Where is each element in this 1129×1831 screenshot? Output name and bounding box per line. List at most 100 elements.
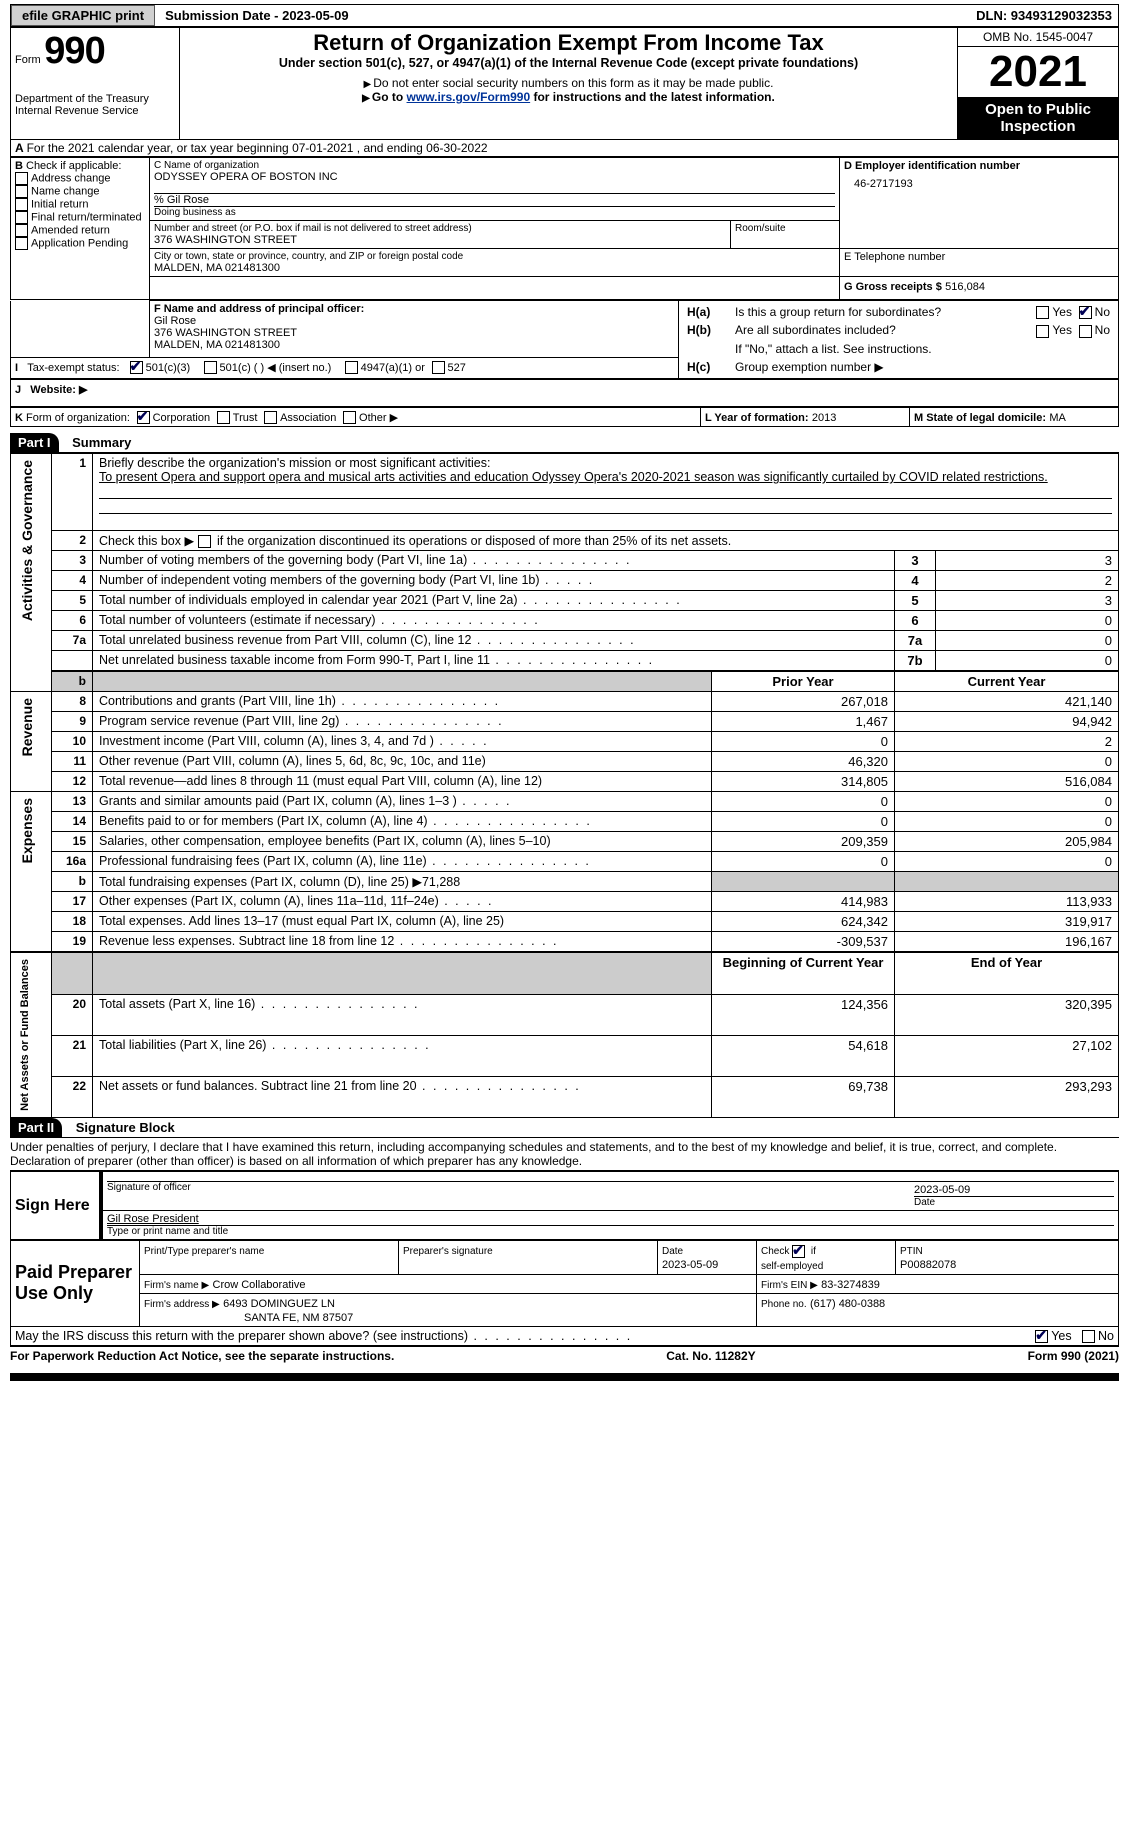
prep-date: 2023-05-09 (662, 1259, 718, 1271)
4947-checkbox[interactable] (345, 361, 358, 374)
top-bar: efile GRAPHIC print Submission Date - 20… (10, 4, 1119, 27)
q2-text: Check this box ▶ if the organization dis… (99, 534, 731, 548)
row7a-val: 0 (936, 631, 1119, 651)
org-name: ODYSSEY OPERA OF BOSTON INC (154, 171, 835, 183)
footer-mid: Cat. No. 11282Y (666, 1349, 755, 1363)
m-state-value: MA (1049, 412, 1066, 424)
section-fh-table: F Name and address of principal officer:… (10, 300, 1119, 379)
firm-ein: 83-3274839 (821, 1279, 880, 1291)
row6-val: 0 (936, 611, 1119, 631)
paid-preparer-label: Paid Preparer Use Only (15, 1262, 132, 1303)
discuss-yes-checkbox[interactable] (1035, 1330, 1048, 1343)
hb-no-checkbox[interactable] (1079, 325, 1092, 338)
firm-name: Crow Collaborative (213, 1279, 306, 1291)
sig-officer-label: Signature of officer (107, 1182, 191, 1208)
association-checkbox[interactable] (264, 411, 277, 424)
row3-val: 3 (936, 551, 1119, 571)
dept-label: Department of the Treasury Internal Reve… (15, 93, 175, 117)
efile-graphic-button[interactable]: efile GRAPHIC print (11, 5, 155, 26)
street-label: Number and street (or P.O. box if mail i… (154, 223, 726, 234)
sidelabel-revenue: Revenue (17, 694, 37, 760)
part1-header: Part I (10, 433, 59, 452)
page-title: Return of Organization Exempt From Incom… (184, 30, 953, 56)
officer-name: Gil Rose (154, 315, 674, 327)
f-officer-label: F Name and address of principal officer: (154, 303, 364, 315)
goto-suffix: for instructions and the latest informat… (530, 90, 775, 104)
q1-label: Briefly describe the organization's miss… (99, 456, 490, 470)
submission-date: Submission Date - 2023-05-09 (159, 6, 966, 25)
q2-checkbox[interactable] (198, 535, 211, 548)
page-footer: For Paperwork Reduction Act Notice, see … (10, 1346, 1119, 1363)
initial-return-checkbox[interactable] (15, 198, 28, 211)
ptin-label: PTIN (900, 1246, 923, 1257)
phone-label: Phone no. (761, 1299, 807, 1310)
tax-year: 2021 (958, 47, 1118, 97)
city-value: MALDEN, MA 021481300 (154, 262, 835, 274)
final-return-checkbox[interactable] (15, 211, 28, 224)
care-of: % Gil Rose (154, 193, 835, 206)
ha-label: Is this a group return for subordinates? (731, 303, 996, 321)
name-change-checkbox[interactable] (15, 185, 28, 198)
row4-desc: Number of independent voting members of … (99, 573, 594, 587)
e-telephone-label: E Telephone number (844, 251, 1114, 263)
row7a-desc: Total unrelated business revenue from Pa… (99, 633, 636, 647)
hb-yes-checkbox[interactable] (1036, 325, 1049, 338)
prior-year-header: Prior Year (712, 671, 895, 692)
prep-name-label: Print/Type preparer's name (144, 1246, 264, 1257)
firm-addr2: SANTA FE, NM 87507 (144, 1312, 353, 1324)
ein-value: 46-2717193 (844, 172, 1114, 196)
officer-name-title: Gil Rose President (107, 1213, 1114, 1225)
row3-desc: Number of voting members of the governin… (99, 553, 631, 567)
irs-discuss-text: May the IRS discuss this return with the… (15, 1329, 632, 1343)
ptin-value: P00882078 (900, 1259, 956, 1271)
subtitle: Under section 501(c), 527, or 4947(a)(1)… (184, 56, 953, 70)
section-klm-table: K Form of organization: Corporation Trus… (10, 407, 1119, 427)
dba-label: Doing business as (154, 206, 835, 218)
corporation-checkbox[interactable] (137, 411, 150, 424)
end-year-header: End of Year (895, 952, 1119, 994)
row4-val: 2 (936, 571, 1119, 591)
other-checkbox[interactable] (343, 411, 356, 424)
m-state-label: M State of legal domicile: (914, 412, 1046, 424)
d-ein-label: D Employer identification number (844, 160, 1020, 172)
i-taxexempt-label: Tax-exempt status: (27, 362, 119, 374)
ha-prefix: H(a) (687, 305, 710, 319)
amended-return-checkbox[interactable] (15, 224, 28, 237)
firm-name-label: Firm's name ▶ (144, 1280, 209, 1291)
selfemployed-checkbox[interactable] (792, 1245, 805, 1258)
row5-desc: Total number of individuals employed in … (99, 593, 682, 607)
paid-preparer-table: Paid Preparer Use Only Print/Type prepar… (10, 1240, 1119, 1327)
signature-table: Sign Here Signature of officer 2023-05-0… (10, 1171, 1119, 1240)
address-change-checkbox[interactable] (15, 172, 28, 185)
discuss-no-checkbox[interactable] (1082, 1330, 1095, 1343)
hb-label: Are all subordinates included? (731, 321, 996, 339)
sidelabel-governance: Activities & Governance (17, 456, 37, 625)
city-label: City or town, state or province, country… (154, 251, 835, 262)
k-form-org-label: Form of organization: (26, 412, 130, 424)
irs-link[interactable]: www.irs.gov/Form990 (407, 90, 531, 104)
header-table: Form 990 Department of the Treasury Inte… (10, 27, 1119, 140)
q1-text: To present Opera and support opera and m… (99, 470, 1048, 484)
part2-title: Signature Block (66, 1120, 175, 1135)
declaration-text: Under penalties of perjury, I declare th… (10, 1138, 1119, 1171)
527-checkbox[interactable] (432, 361, 445, 374)
app-pending-checkbox[interactable] (15, 237, 28, 250)
omb-label: OMB No. 1545-0047 (958, 28, 1118, 47)
row5-val: 3 (936, 591, 1119, 611)
ha-no-checkbox[interactable] (1079, 306, 1092, 319)
row7b-desc: Net unrelated business taxable income fr… (99, 653, 654, 667)
row7b-val: 0 (936, 651, 1119, 672)
form-prefix: Form (15, 54, 41, 66)
trust-checkbox[interactable] (217, 411, 230, 424)
hc-prefix: H(c) (687, 360, 710, 374)
note-ssn: Do not enter social security numbers on … (364, 76, 774, 90)
part2-header: Part II (10, 1118, 62, 1137)
goto-prefix: Go to (362, 90, 406, 104)
firm-addr1: 6493 DOMINGUEZ LN (223, 1298, 335, 1310)
501c-checkbox[interactable] (204, 361, 217, 374)
ha-yes-checkbox[interactable] (1036, 306, 1049, 319)
beginning-year-header: Beginning of Current Year (712, 952, 895, 994)
officer-addr1: 376 WASHINGTON STREET (154, 327, 674, 339)
501c3-checkbox[interactable] (130, 361, 143, 374)
open-to-public: Open to Public Inspection (958, 97, 1118, 139)
